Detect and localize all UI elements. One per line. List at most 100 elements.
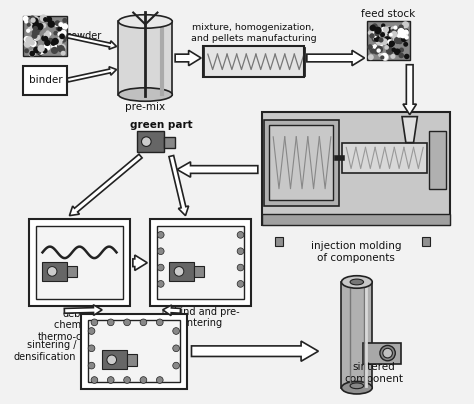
Circle shape (393, 25, 398, 30)
Circle shape (58, 22, 64, 27)
Circle shape (381, 23, 385, 28)
Circle shape (41, 23, 46, 28)
Circle shape (29, 50, 35, 57)
Circle shape (375, 27, 381, 32)
Circle shape (389, 33, 393, 37)
Circle shape (373, 33, 380, 41)
Circle shape (91, 377, 98, 383)
Circle shape (35, 26, 41, 33)
Circle shape (31, 17, 38, 25)
Circle shape (380, 55, 384, 60)
Circle shape (381, 27, 386, 32)
Circle shape (57, 45, 65, 53)
Circle shape (61, 24, 67, 30)
Circle shape (368, 30, 373, 35)
Circle shape (380, 345, 395, 361)
Circle shape (30, 17, 36, 23)
Circle shape (124, 319, 130, 326)
Circle shape (372, 28, 377, 34)
Circle shape (372, 23, 378, 29)
Bar (363, 343, 401, 364)
Circle shape (35, 31, 40, 36)
Circle shape (157, 280, 164, 287)
Circle shape (30, 40, 36, 47)
Circle shape (60, 38, 64, 42)
Circle shape (391, 26, 395, 31)
Circle shape (368, 54, 374, 60)
Circle shape (372, 36, 378, 42)
Circle shape (401, 29, 409, 36)
Circle shape (157, 231, 164, 238)
FancyArrow shape (67, 67, 117, 82)
FancyArrow shape (191, 341, 319, 361)
Text: injection molding
of components: injection molding of components (310, 241, 401, 263)
Circle shape (372, 32, 378, 38)
Circle shape (157, 248, 164, 255)
Text: powder: powder (65, 31, 101, 41)
Circle shape (378, 53, 383, 57)
Bar (194, 266, 204, 277)
Bar (269, 125, 333, 200)
Circle shape (47, 20, 55, 28)
Bar (429, 131, 446, 189)
Circle shape (55, 23, 58, 27)
Circle shape (29, 15, 35, 21)
Circle shape (237, 280, 244, 287)
Circle shape (29, 50, 36, 57)
Bar (29, 219, 130, 306)
Circle shape (35, 22, 39, 25)
Text: mixture, homogenization,
and pellets manufacturing: mixture, homogenization, and pellets man… (191, 23, 316, 43)
Circle shape (387, 33, 392, 37)
Circle shape (381, 38, 388, 45)
Circle shape (57, 36, 64, 43)
Circle shape (386, 47, 393, 55)
Circle shape (157, 264, 164, 271)
Circle shape (91, 319, 98, 326)
Bar (23, 16, 67, 56)
Bar (342, 143, 427, 173)
Circle shape (31, 33, 37, 39)
Circle shape (399, 25, 404, 30)
Circle shape (382, 54, 389, 61)
Circle shape (33, 46, 40, 53)
Circle shape (394, 48, 401, 55)
Circle shape (376, 46, 383, 53)
Circle shape (399, 53, 404, 58)
Circle shape (384, 45, 389, 50)
Circle shape (374, 36, 380, 42)
Circle shape (62, 23, 68, 29)
Circle shape (44, 32, 50, 39)
Circle shape (32, 29, 39, 36)
Circle shape (401, 34, 408, 40)
Circle shape (38, 48, 45, 55)
Circle shape (47, 267, 57, 276)
Ellipse shape (341, 381, 372, 394)
Circle shape (370, 25, 376, 31)
Bar (275, 237, 283, 246)
Circle shape (397, 28, 405, 35)
Circle shape (370, 45, 376, 51)
Text: sintered
component: sintered component (345, 362, 404, 384)
Circle shape (374, 27, 382, 34)
FancyArrow shape (403, 65, 417, 115)
Circle shape (48, 38, 54, 44)
Circle shape (394, 37, 401, 44)
Circle shape (55, 20, 60, 26)
Circle shape (237, 231, 244, 238)
Circle shape (37, 45, 45, 52)
Circle shape (24, 40, 31, 48)
Text: feed stock: feed stock (362, 9, 416, 19)
Circle shape (36, 23, 44, 30)
FancyArrow shape (175, 50, 201, 66)
Bar (67, 266, 77, 277)
Circle shape (389, 27, 392, 31)
Circle shape (29, 40, 35, 46)
Circle shape (51, 42, 57, 48)
Circle shape (57, 32, 62, 36)
Circle shape (403, 28, 409, 34)
Circle shape (156, 377, 163, 383)
Circle shape (392, 47, 396, 52)
Circle shape (173, 362, 180, 369)
Circle shape (26, 38, 31, 43)
Text: binder: binder (28, 75, 62, 85)
